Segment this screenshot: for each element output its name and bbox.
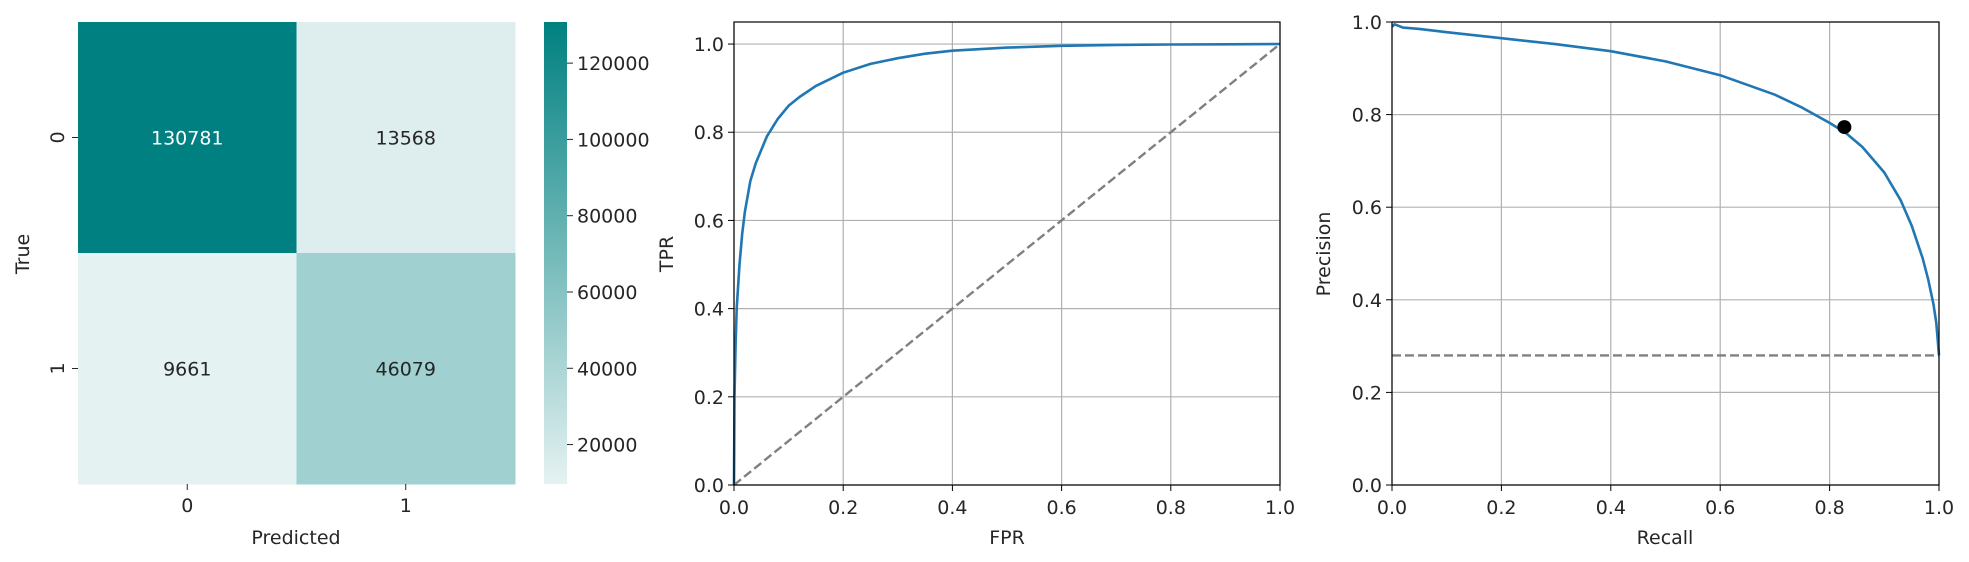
- pr-plot-frame: [1391, 21, 1940, 486]
- heatmap-cell: [296, 22, 516, 254]
- heatmap-cell-label: 13568: [376, 128, 436, 150]
- roc-y-tick-label: 0.4: [694, 299, 724, 321]
- roc-y-tick-label: 0.0: [694, 475, 724, 497]
- roc-curve: [732, 42, 1281, 486]
- pr-y-tick-label: 1.0: [1352, 12, 1382, 34]
- heatmap-cell-label: 9661: [163, 359, 211, 381]
- pr-y-tick-label: 0.0: [1352, 475, 1382, 497]
- roc-series: [732, 42, 1281, 486]
- heatmap-cell-label: 46079: [376, 359, 436, 381]
- roc-y-tick-label: 0.6: [694, 210, 724, 232]
- colorbar-tick-label: 60000: [577, 282, 637, 304]
- roc-x-axis-label: FPR: [989, 527, 1025, 549]
- heatmap-y-tick-label: 0: [47, 131, 69, 143]
- roc-y-tick-label: 0.8: [694, 122, 724, 144]
- roc-x-ticks: 0.0 0.2 0.4 0.6 0.8 1.0: [719, 485, 1295, 519]
- roc-x-tick-label: 0.8: [1156, 497, 1186, 519]
- heatmap-x-axis-label: Predicted: [251, 527, 340, 549]
- heatmap-cells: 130781 13568 9661 46079: [78, 22, 516, 485]
- colorbar: 20000 40000 60000 80000 100000 120000: [544, 22, 650, 484]
- colorbar-tick-label: 20000: [577, 435, 637, 457]
- roc-y-tick-label: 1.0: [694, 34, 724, 56]
- pr-curve: [1391, 22, 1941, 356]
- roc-baseline-dashed: [733, 43, 1281, 486]
- heatmap-cell: [296, 253, 516, 485]
- pr-x-tick-label: 0.2: [1486, 497, 1516, 519]
- heatmap-cell-label: 130781: [151, 128, 224, 150]
- roc-y-ticks: 0.0 0.2 0.4 0.6 0.8 1.0: [694, 34, 734, 497]
- roc-grid: [733, 22, 1281, 486]
- pr-x-tick-label: 0.0: [1377, 497, 1407, 519]
- pr-x-axis-label: Recall: [1637, 527, 1694, 549]
- heatmap-y-axis-label: True: [12, 234, 34, 275]
- pr-operating-point: [1837, 120, 1852, 135]
- roc-curve-panel: 0.0 0.2 0.4 0.6 0.8 1.0 0.0 0.2 0.4 0.6 0.8 1.0 FP…: [656, 21, 1295, 549]
- pr-y-tick-label: 0.6: [1352, 197, 1382, 219]
- roc-x-tick-label: 0.4: [937, 497, 967, 519]
- colorbar-tick-label: 40000: [577, 358, 637, 380]
- pr-y-tick-label: 0.2: [1352, 382, 1382, 404]
- roc-x-tick-label: 1.0: [1265, 497, 1295, 519]
- pr-x-tick-label: 1.0: [1924, 497, 1954, 519]
- roc-x-tick-label: 0.0: [719, 497, 749, 519]
- pr-series: [1391, 22, 1941, 357]
- pr-x-tick-label: 0.8: [1814, 497, 1844, 519]
- roc-x-tick-label: 0.6: [1046, 497, 1076, 519]
- pr-x-tick-label: 0.6: [1705, 497, 1735, 519]
- colorbar-tick-label: 120000: [577, 53, 650, 75]
- precision-recall-panel: 0.0 0.2 0.4 0.6 0.8 1.0 0.0 0.2 0.4 0.6 0.8 1.0 Re…: [1313, 12, 1954, 549]
- heatmap-x-tick-label: 0: [181, 495, 193, 517]
- pr-x-ticks: 0.0 0.2 0.4 0.6 0.8 1.0: [1377, 485, 1954, 519]
- pr-y-ticks: 0.0 0.2 0.4 0.6 0.8 1.0: [1352, 12, 1392, 497]
- roc-x-tick-label: 0.2: [828, 497, 858, 519]
- heatmap-y-ticks: 01: [47, 131, 78, 375]
- colorbar-tick-label: 100000: [577, 129, 650, 151]
- colorbar-bar: [544, 22, 567, 484]
- roc-y-axis-label: TPR: [656, 236, 678, 273]
- pr-grid: [1391, 21, 1940, 486]
- roc-plot-frame: [733, 21, 1281, 486]
- pr-x-tick-label: 0.4: [1596, 497, 1626, 519]
- pr-y-tick-label: 0.4: [1352, 290, 1382, 312]
- heatmap-cell: [78, 253, 297, 485]
- heatmap-x-tick-label: 1: [400, 495, 412, 517]
- colorbar-tick-label: 80000: [577, 206, 637, 228]
- heatmap-cell: [78, 22, 297, 254]
- roc-y-tick-label: 0.2: [694, 387, 724, 409]
- pr-y-tick-label: 0.8: [1352, 105, 1382, 127]
- heatmap-y-tick-label: 1: [47, 362, 69, 374]
- pr-y-axis-label: Precision: [1313, 212, 1335, 297]
